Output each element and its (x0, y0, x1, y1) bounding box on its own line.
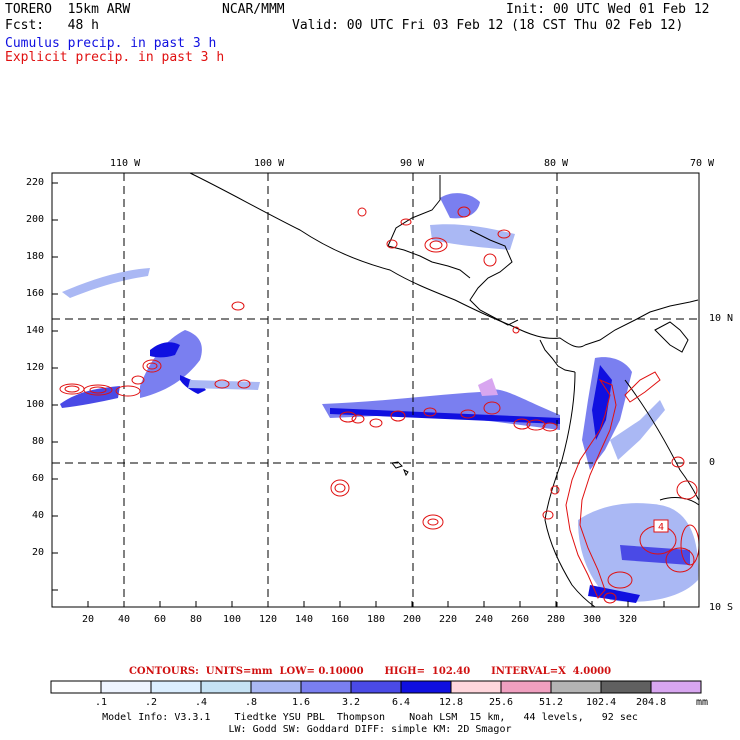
grid-y-label: 120 (26, 362, 45, 373)
grid-x-label: 40 (118, 614, 131, 625)
colorbar-tick-label: 204.8 (636, 697, 667, 708)
model-info-line1: Model Info: V3.3.1 Tiedtke YSU PBL Thomp… (102, 712, 638, 723)
colorbar-swatch (150, 680, 202, 694)
colorbar-tick-label: 3.2 (342, 697, 361, 708)
grid-y-label: 100 (26, 399, 45, 410)
coastlines (189, 172, 700, 608)
lat-label: 10 N (709, 313, 734, 324)
colorbar-tick-label: 102.4 (586, 697, 617, 708)
colorbar-tick-label: 12.8 (439, 697, 464, 708)
grid-x-label: 80 (190, 614, 203, 625)
colorbar-swatch (650, 680, 702, 694)
grid-y-label: 220 (26, 177, 45, 188)
colorbar-tick-label: .2 (145, 697, 158, 708)
colorbar-tick-label: .1 (95, 697, 108, 708)
field-explicit-label: Explicit precip. in past 3 h (5, 50, 225, 65)
colorbar-tick-label: 6.4 (392, 697, 411, 708)
grid-y-label: 160 (26, 288, 45, 299)
lon-label: 70 W (690, 158, 715, 169)
colorbar-tick-label: .8 (245, 697, 258, 708)
colorbar-swatch (250, 680, 302, 694)
colorbar-swatch (600, 680, 652, 694)
colorbar-swatch (500, 680, 552, 694)
grid-x-label: 20 (82, 614, 95, 625)
grid-x-label: 320 (619, 614, 638, 625)
tick-marks (52, 182, 665, 607)
contour-value-label: 4 (658, 522, 664, 533)
lat-lon-grid (52, 173, 699, 607)
colorbar-swatch (300, 680, 352, 694)
forecast-hour: Fcst: 48 h (5, 18, 99, 33)
grid-x-label: 60 (154, 614, 167, 625)
grid-x-label: 120 (259, 614, 278, 625)
grid-y-label: 20 (32, 547, 45, 558)
grid-x-label: 200 (403, 614, 422, 625)
contours-info: CONTOURS: UNITS=mm LOW= 0.10000 HIGH= 10… (128, 666, 612, 677)
valid-time: Valid: 00 UTC Fri 03 Feb 12 (18 CST Thu … (292, 18, 684, 33)
grid-x-label: 300 (583, 614, 602, 625)
grid-x-label: 140 (295, 614, 314, 625)
colorbar-unit: mm (696, 697, 709, 708)
colorbar-swatch (450, 680, 502, 694)
grid-x-label: 220 (439, 614, 458, 625)
colorbar-swatch (350, 680, 402, 694)
grid-x-label: 280 (547, 614, 566, 625)
grid-y-label: 180 (26, 251, 45, 262)
lat-label: 10 S (709, 602, 734, 613)
colorbar-tick-label: 1.6 (292, 697, 311, 708)
colorbar-swatch (550, 680, 602, 694)
lon-label: 80 W (544, 158, 569, 169)
explicit-precip-contours (59, 206, 700, 604)
grid-y-label: 80 (32, 436, 45, 447)
lat-label: 0 (709, 457, 716, 468)
colorbar-swatch (200, 680, 252, 694)
model-title: TORERO 15km ARW (5, 2, 131, 17)
colorbar-swatch (50, 680, 102, 694)
init-time: Init: 00 UTC Wed 01 Feb 12 (506, 2, 710, 17)
grid-y-label: 40 (32, 510, 45, 521)
lon-label: 100 W (254, 158, 285, 169)
lon-label: 90 W (400, 158, 425, 169)
colorbar-swatch (100, 680, 152, 694)
grid-y-label: 140 (26, 325, 45, 336)
colorbar-tick-label: .4 (195, 697, 208, 708)
grid-x-label: 240 (475, 614, 494, 625)
grid-x-label: 160 (331, 614, 350, 625)
colorbar-tick-label: 25.6 (489, 697, 514, 708)
grid-y-label: 200 (26, 214, 45, 225)
grid-x-label: 100 (223, 614, 242, 625)
contour-value-box (653, 519, 669, 533)
lon-label: 110 W (110, 158, 141, 169)
org-label: NCAR/MMM (222, 2, 285, 17)
colorbar-swatch (400, 680, 452, 694)
grid-y-label: 60 (32, 473, 45, 484)
grid-x-label: 260 (511, 614, 530, 625)
grid-x-label: 180 (367, 614, 386, 625)
colorbar-tick-label: 51.2 (539, 697, 564, 708)
model-info-line2: LW: Godd SW: Goddard DIFF: simple KM: 2D… (228, 724, 512, 735)
field-cumulus-label: Cumulus precip. in past 3 h (5, 36, 217, 51)
